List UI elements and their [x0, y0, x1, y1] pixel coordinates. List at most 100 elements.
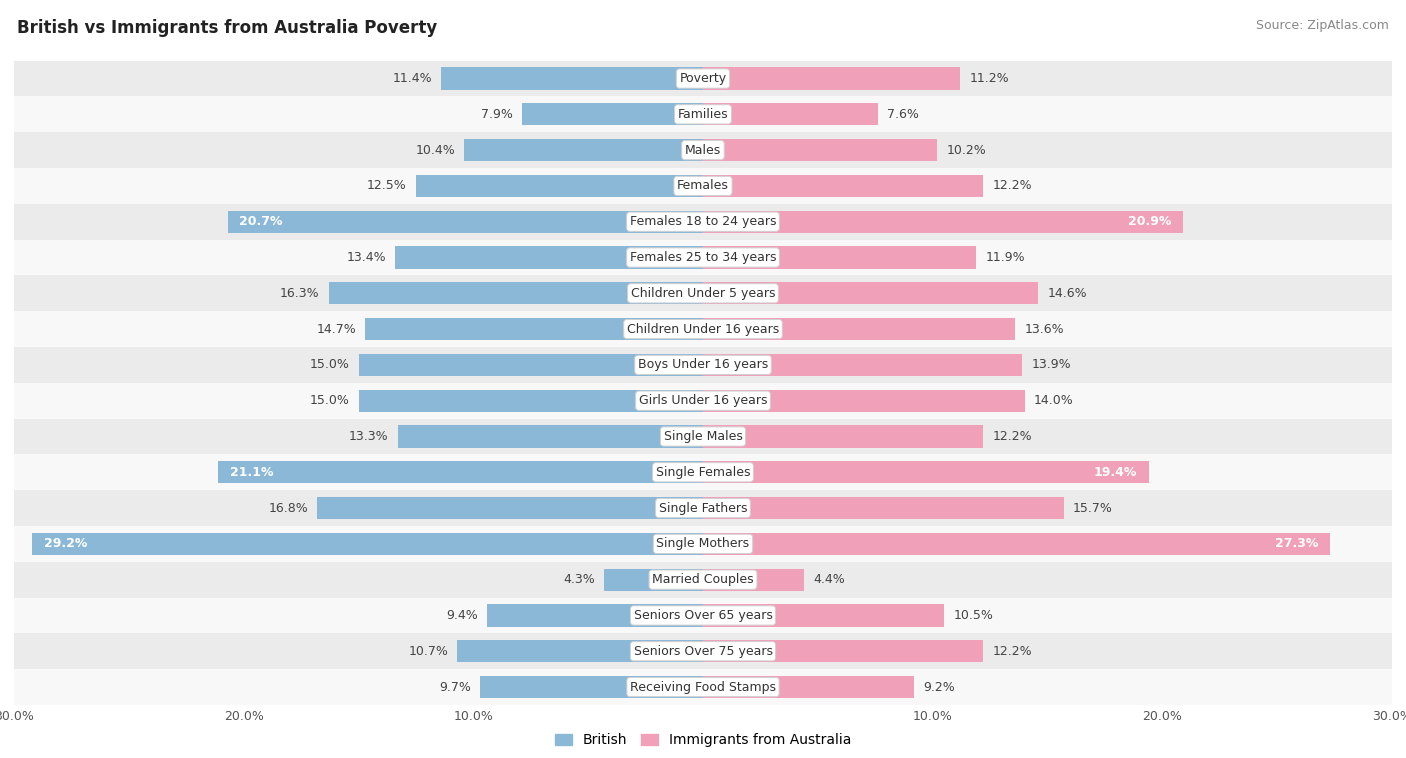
- Bar: [14, 383, 1392, 418]
- Text: Children Under 5 years: Children Under 5 years: [631, 287, 775, 300]
- Text: Families: Families: [678, 108, 728, 121]
- Bar: [14, 454, 1392, 490]
- Bar: [703, 354, 1022, 376]
- Text: 27.3%: 27.3%: [1275, 537, 1319, 550]
- Bar: [703, 390, 1025, 412]
- Text: 7.9%: 7.9%: [481, 108, 512, 121]
- Text: Girls Under 16 years: Girls Under 16 years: [638, 394, 768, 407]
- Bar: [14, 526, 1392, 562]
- Text: Females 25 to 34 years: Females 25 to 34 years: [630, 251, 776, 264]
- Bar: [366, 318, 703, 340]
- Text: 12.2%: 12.2%: [993, 645, 1032, 658]
- Bar: [481, 676, 703, 698]
- Bar: [14, 312, 1392, 347]
- Text: 13.9%: 13.9%: [1032, 359, 1071, 371]
- Bar: [605, 568, 703, 590]
- Text: 9.7%: 9.7%: [439, 681, 471, 694]
- Text: 15.7%: 15.7%: [1073, 502, 1112, 515]
- Bar: [14, 634, 1392, 669]
- Text: British vs Immigrants from Australia Poverty: British vs Immigrants from Australia Pov…: [17, 19, 437, 37]
- Text: Single Fathers: Single Fathers: [659, 502, 747, 515]
- Bar: [14, 562, 1392, 597]
- Bar: [703, 282, 1038, 305]
- Bar: [703, 103, 877, 125]
- Text: 4.3%: 4.3%: [564, 573, 595, 586]
- Text: Boys Under 16 years: Boys Under 16 years: [638, 359, 768, 371]
- Text: 16.8%: 16.8%: [269, 502, 308, 515]
- Text: 10.4%: 10.4%: [415, 143, 456, 157]
- Text: 15.0%: 15.0%: [309, 394, 349, 407]
- Bar: [14, 204, 1392, 240]
- Text: Females 18 to 24 years: Females 18 to 24 years: [630, 215, 776, 228]
- Text: 10.5%: 10.5%: [953, 609, 993, 622]
- Text: 12.5%: 12.5%: [367, 180, 406, 193]
- Text: Poverty: Poverty: [679, 72, 727, 85]
- Bar: [441, 67, 703, 89]
- Bar: [14, 418, 1392, 454]
- Bar: [703, 461, 1149, 484]
- Text: 13.6%: 13.6%: [1025, 323, 1064, 336]
- Text: Single Females: Single Females: [655, 465, 751, 479]
- Text: 11.9%: 11.9%: [986, 251, 1025, 264]
- Bar: [32, 533, 703, 555]
- Bar: [703, 568, 804, 590]
- Text: 9.2%: 9.2%: [924, 681, 955, 694]
- Bar: [359, 354, 703, 376]
- Text: 14.0%: 14.0%: [1033, 394, 1073, 407]
- Text: 7.6%: 7.6%: [887, 108, 918, 121]
- Text: 10.2%: 10.2%: [946, 143, 986, 157]
- Bar: [703, 139, 938, 161]
- Text: 12.2%: 12.2%: [993, 430, 1032, 443]
- Bar: [464, 139, 703, 161]
- Bar: [14, 490, 1392, 526]
- Bar: [14, 669, 1392, 705]
- Bar: [14, 597, 1392, 634]
- Text: 10.7%: 10.7%: [408, 645, 449, 658]
- Bar: [228, 211, 703, 233]
- Text: 4.4%: 4.4%: [813, 573, 845, 586]
- Text: 19.4%: 19.4%: [1094, 465, 1137, 479]
- Text: Males: Males: [685, 143, 721, 157]
- Text: Married Couples: Married Couples: [652, 573, 754, 586]
- Bar: [329, 282, 703, 305]
- Text: 20.7%: 20.7%: [239, 215, 283, 228]
- Bar: [318, 497, 703, 519]
- Legend: British, Immigrants from Australia: British, Immigrants from Australia: [550, 728, 856, 753]
- Bar: [703, 641, 983, 662]
- Text: Seniors Over 75 years: Seniors Over 75 years: [634, 645, 772, 658]
- Text: 11.2%: 11.2%: [969, 72, 1010, 85]
- Text: 12.2%: 12.2%: [993, 180, 1032, 193]
- Bar: [14, 61, 1392, 96]
- Bar: [14, 96, 1392, 132]
- Bar: [398, 425, 703, 447]
- Text: 14.6%: 14.6%: [1047, 287, 1087, 300]
- Bar: [703, 211, 1182, 233]
- Bar: [522, 103, 703, 125]
- Bar: [703, 318, 1015, 340]
- Bar: [457, 641, 703, 662]
- Bar: [703, 533, 1330, 555]
- Bar: [14, 132, 1392, 168]
- Bar: [14, 347, 1392, 383]
- Bar: [14, 275, 1392, 312]
- Bar: [359, 390, 703, 412]
- Bar: [703, 676, 914, 698]
- Text: Females: Females: [678, 180, 728, 193]
- Bar: [703, 175, 983, 197]
- Bar: [703, 425, 983, 447]
- Bar: [395, 246, 703, 268]
- Bar: [703, 497, 1063, 519]
- Text: 29.2%: 29.2%: [44, 537, 87, 550]
- Text: 16.3%: 16.3%: [280, 287, 319, 300]
- Text: 15.0%: 15.0%: [309, 359, 349, 371]
- Bar: [703, 67, 960, 89]
- Text: 9.4%: 9.4%: [446, 609, 478, 622]
- Text: Receiving Food Stamps: Receiving Food Stamps: [630, 681, 776, 694]
- Bar: [14, 240, 1392, 275]
- Text: 11.4%: 11.4%: [392, 72, 432, 85]
- Text: Source: ZipAtlas.com: Source: ZipAtlas.com: [1256, 19, 1389, 32]
- Text: Seniors Over 65 years: Seniors Over 65 years: [634, 609, 772, 622]
- Text: 13.4%: 13.4%: [346, 251, 387, 264]
- Text: Single Mothers: Single Mothers: [657, 537, 749, 550]
- Bar: [416, 175, 703, 197]
